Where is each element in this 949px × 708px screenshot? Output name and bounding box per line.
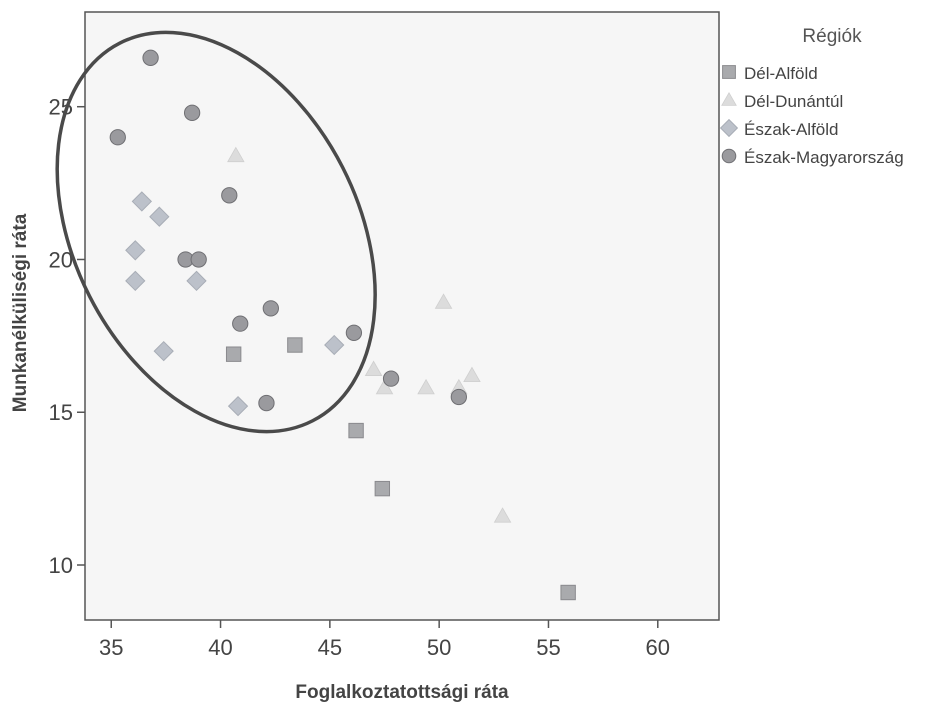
highlight-ellipse-layer bbox=[55, 30, 377, 434]
y-tick-label: 10 bbox=[49, 553, 73, 578]
x-axis-title: Foglalkoztatottsági ráta bbox=[295, 682, 509, 703]
legend-label: Észak-Magyarország bbox=[744, 148, 904, 167]
data-point bbox=[375, 378, 394, 395]
data-point bbox=[560, 584, 576, 601]
data-point bbox=[232, 315, 249, 332]
x-tick-label: 55 bbox=[536, 635, 560, 660]
y-tick-label: 15 bbox=[49, 400, 73, 425]
legend-label: Észak-Alföld bbox=[744, 120, 838, 139]
legend-label: Dél-Alföld bbox=[744, 64, 818, 83]
data-point bbox=[287, 337, 303, 353]
legend-label: Dél-Dunántúl bbox=[744, 92, 843, 111]
x-tick-label: 45 bbox=[318, 635, 342, 660]
data-point bbox=[142, 49, 159, 66]
data-point bbox=[374, 480, 391, 497]
data-point bbox=[227, 146, 245, 163]
data-point bbox=[348, 422, 364, 439]
legend-marker bbox=[719, 118, 739, 138]
data-point bbox=[463, 366, 481, 383]
x-tick-label: 60 bbox=[646, 635, 670, 660]
legend-title: Régiók bbox=[802, 26, 862, 47]
data-point bbox=[434, 293, 453, 309]
legend-marker bbox=[721, 91, 737, 106]
data-point bbox=[186, 270, 207, 292]
data-point bbox=[190, 251, 207, 268]
highlight-ellipse bbox=[55, 30, 377, 434]
data-point bbox=[183, 104, 201, 121]
data-point bbox=[345, 324, 363, 341]
x-tick-label: 40 bbox=[208, 635, 232, 660]
data-point bbox=[382, 370, 400, 387]
data-point bbox=[109, 129, 126, 146]
data-point bbox=[221, 187, 238, 204]
data-point bbox=[450, 388, 467, 406]
legend-marker bbox=[722, 65, 736, 79]
x-tick-label: 35 bbox=[99, 635, 123, 660]
data-point bbox=[262, 300, 279, 317]
legend: Régiók Dél-Alföld Dél-Dunántúl Észak-Alföl… bbox=[719, 26, 904, 167]
data-point bbox=[227, 395, 249, 417]
data-point bbox=[149, 206, 170, 227]
data-point bbox=[493, 507, 512, 523]
data-point bbox=[417, 378, 435, 395]
data-point bbox=[324, 334, 345, 356]
y-axis-title: Munkanélküliségi ráta bbox=[10, 213, 31, 412]
data-point bbox=[125, 240, 146, 261]
data-point bbox=[225, 346, 242, 362]
y-tick-label: 20 bbox=[49, 247, 73, 272]
data-point bbox=[258, 394, 275, 412]
data-point bbox=[125, 270, 146, 292]
data-points bbox=[109, 49, 576, 601]
plot-area bbox=[84, 11, 720, 621]
x-tick-label: 50 bbox=[427, 635, 451, 660]
legend-marker bbox=[721, 148, 737, 164]
data-point bbox=[364, 360, 383, 376]
x-axis: 35 40 45 50 55 60 bbox=[99, 620, 670, 660]
data-point bbox=[131, 191, 152, 212]
data-point bbox=[153, 340, 174, 362]
